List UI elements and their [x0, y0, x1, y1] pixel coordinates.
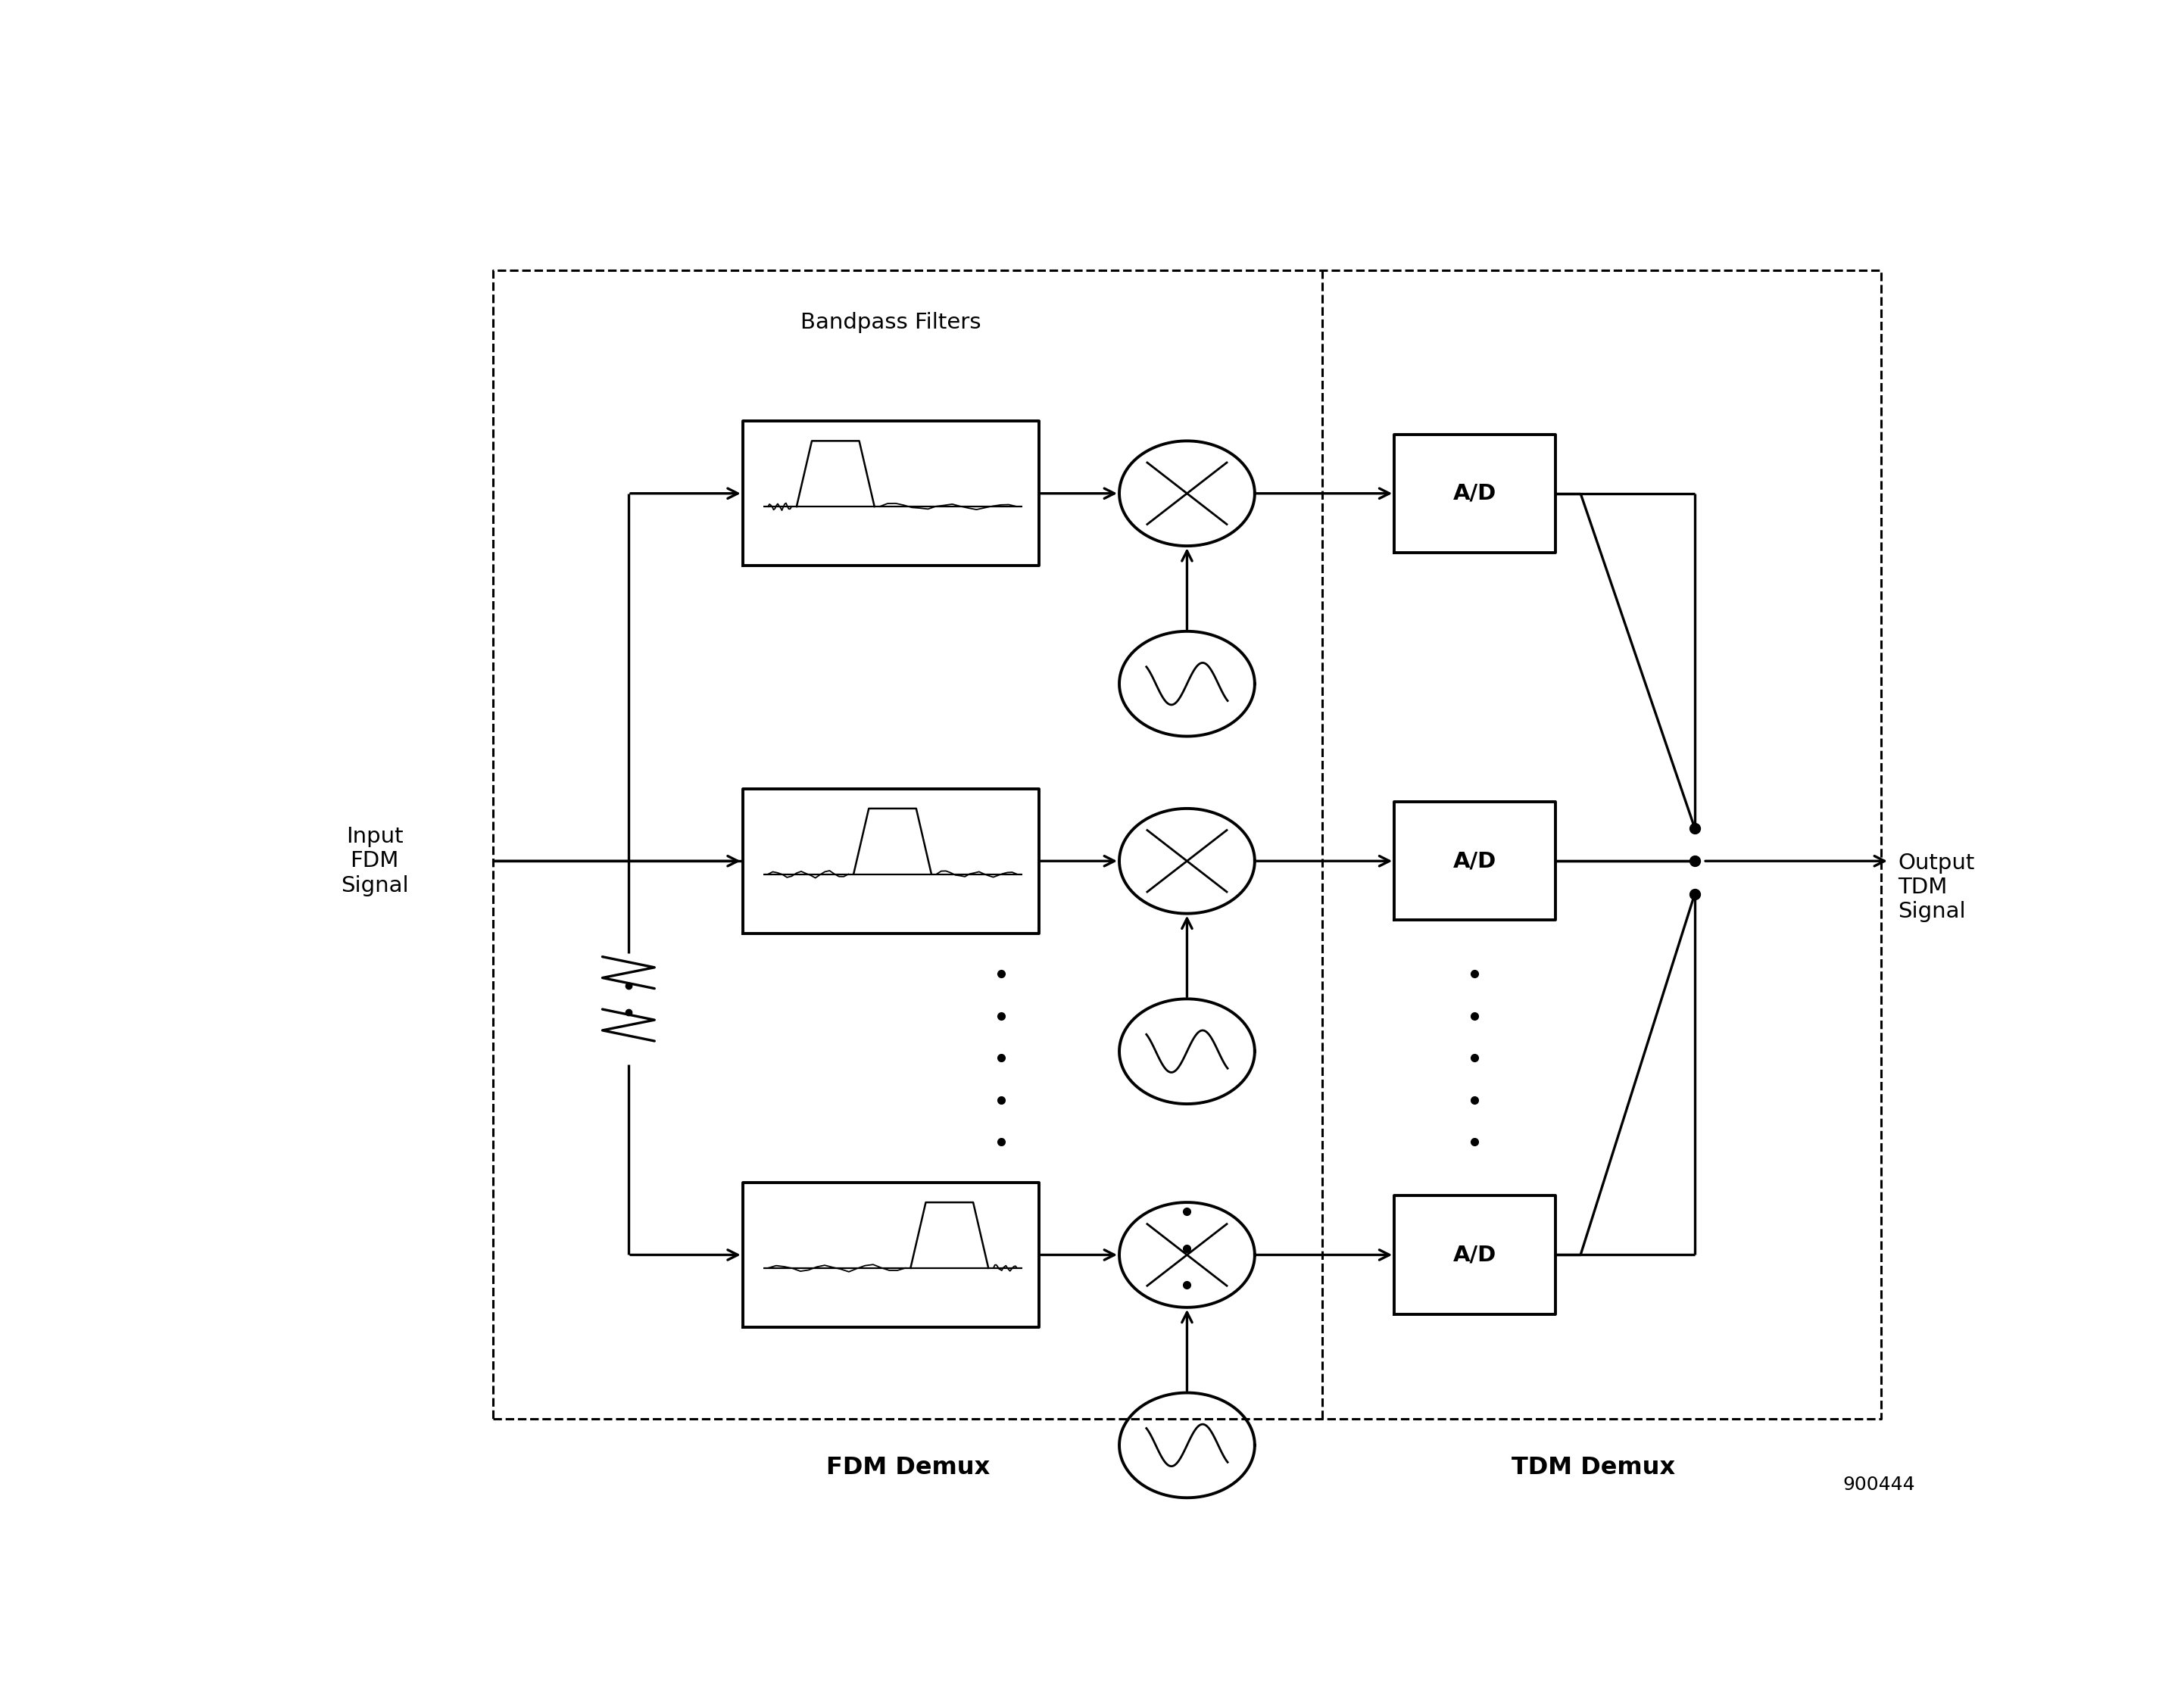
Text: FDM Demux: FDM Demux: [826, 1456, 989, 1480]
Text: A/D: A/D: [1452, 851, 1496, 871]
Text: Output
TDM
Signal: Output TDM Signal: [1898, 852, 1974, 922]
Text: Input
FDM
Signal: Input FDM Signal: [341, 825, 408, 897]
Text: A/D: A/D: [1452, 1245, 1496, 1265]
Text: TDM Demux: TDM Demux: [1511, 1456, 1675, 1480]
Text: 900444: 900444: [1843, 1475, 1915, 1494]
Text: Bandpass Filters: Bandpass Filters: [802, 312, 981, 334]
Text: A/D: A/D: [1452, 483, 1496, 505]
